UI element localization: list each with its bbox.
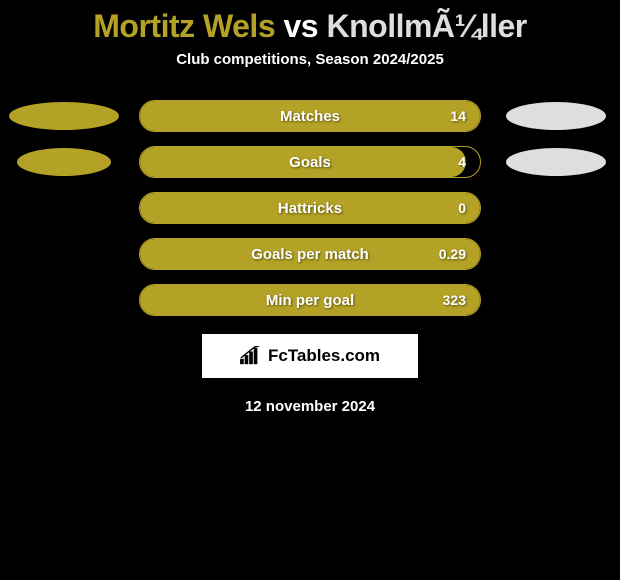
stat-right-value: 4 <box>458 147 466 177</box>
stat-label: Goals <box>289 154 331 171</box>
right-ellipse-slot <box>501 102 611 130</box>
player2-ellipse <box>506 102 606 130</box>
stat-right-value: 14 <box>450 101 466 131</box>
stat-bar-label-row: Goals <box>140 147 480 177</box>
right-ellipse-slot <box>501 194 611 222</box>
stat-right-value: 0 <box>458 193 466 223</box>
right-ellipse-slot <box>501 240 611 268</box>
player1-ellipse <box>17 148 111 176</box>
stat-label: Matches <box>280 108 340 125</box>
comparison-infographic: Mortitz Wels vs KnollmÃ¼ller Club compet… <box>0 0 620 415</box>
left-ellipse-slot <box>9 286 119 314</box>
stat-bar: Matches 14 <box>139 100 481 132</box>
player2-name: KnollmÃ¼ller <box>326 8 526 44</box>
stat-label: Hattricks <box>278 200 342 217</box>
stat-bar-label-row: Min per goal <box>140 285 480 315</box>
branding-box: FcTables.com <box>202 334 418 378</box>
subtitle: Club competitions, Season 2024/2025 <box>0 51 620 100</box>
stat-row: Hattricks 0 <box>0 192 620 224</box>
stat-bar-label-row: Matches <box>140 101 480 131</box>
left-ellipse-slot <box>9 102 119 130</box>
stat-label: Min per goal <box>266 292 354 309</box>
stat-bar-label-row: Goals per match <box>140 239 480 269</box>
stat-bar: Hattricks 0 <box>139 192 481 224</box>
date-line: 12 november 2024 <box>0 398 620 415</box>
player1-ellipse <box>9 102 119 130</box>
stat-label: Goals per match <box>251 246 369 263</box>
player1-name: Mortitz Wels <box>93 8 275 44</box>
stat-rows: Matches 14 Goals 4 Hattricks 0 Goals per match… <box>0 100 620 316</box>
stat-bar-label-row: Hattricks <box>140 193 480 223</box>
stat-bar: Goals 4 <box>139 146 481 178</box>
right-ellipse-slot <box>501 286 611 314</box>
left-ellipse-slot <box>9 194 119 222</box>
stat-row: Matches 14 <box>0 100 620 132</box>
player2-ellipse <box>506 148 606 176</box>
bar-chart-icon <box>240 346 262 366</box>
versus-label: vs <box>275 8 326 44</box>
stat-bar: Goals per match 0.29 <box>139 238 481 270</box>
branding-text: FcTables.com <box>268 346 380 366</box>
left-ellipse-slot <box>9 240 119 268</box>
stat-row: Goals 4 <box>0 146 620 178</box>
page-title: Mortitz Wels vs KnollmÃ¼ller <box>0 8 620 51</box>
stat-right-value: 0.29 <box>439 239 466 269</box>
right-ellipse-slot <box>501 148 611 176</box>
left-ellipse-slot <box>9 148 119 176</box>
stat-right-value: 323 <box>443 285 466 315</box>
stat-row: Goals per match 0.29 <box>0 238 620 270</box>
stat-row: Min per goal 323 <box>0 284 620 316</box>
stat-bar: Min per goal 323 <box>139 284 481 316</box>
